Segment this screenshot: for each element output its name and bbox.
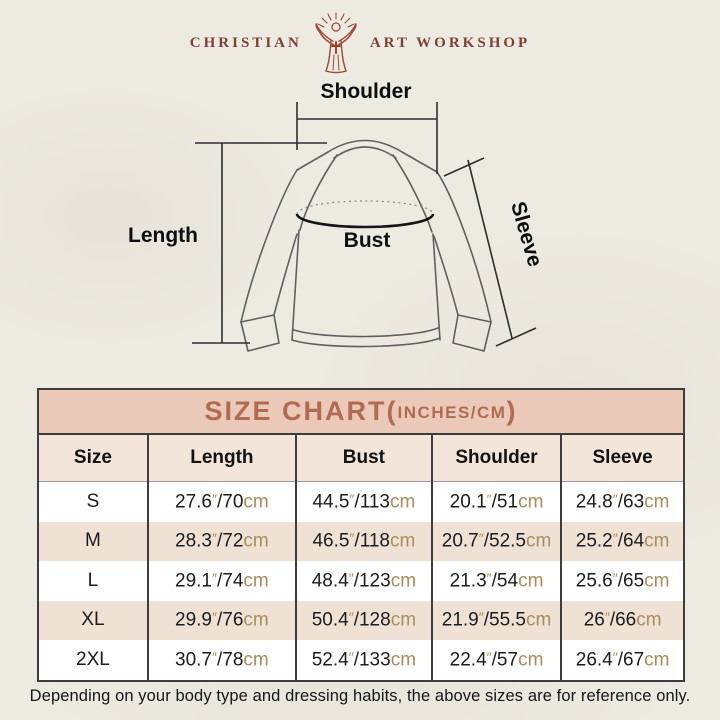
inch-mark: ″ bbox=[478, 609, 484, 626]
shoulder-label: Shoulder bbox=[320, 80, 411, 103]
cm-unit: cm bbox=[389, 530, 416, 552]
table-row-m: M 28.3″/72cm 46.5″/118cm 20.7″/52.5cm 25… bbox=[39, 521, 683, 561]
cm-unit: cm bbox=[636, 609, 662, 631]
cm-unit: cm bbox=[243, 530, 269, 552]
cm-unit: cm bbox=[518, 569, 544, 591]
cell-length: 27.6″/70cm bbox=[146, 481, 296, 522]
cm-unit: cm bbox=[390, 609, 417, 631]
cm-unit: cm bbox=[644, 648, 670, 670]
cm-unit: cm bbox=[525, 530, 552, 552]
sweater-measurement-diagram: Shoulder Length Bust Sleeve bbox=[128, 80, 546, 352]
cell-shoulder: 21.9″/55.5cm bbox=[430, 600, 562, 640]
cm-unit: cm bbox=[243, 609, 269, 631]
size-chart-title-close: ) bbox=[506, 396, 518, 426]
size-chart-box: SIZE CHART(INCHES/CM) Size Length Bust S… bbox=[37, 388, 685, 682]
cell-shoulder: 20.7″/52.5cm bbox=[430, 521, 562, 561]
cell-shoulder: 20.1″/51cm bbox=[430, 481, 562, 522]
inch-mark: ″ bbox=[612, 569, 618, 586]
cell-length: 29.9″/76cm bbox=[146, 600, 296, 640]
inch-mark: ″ bbox=[348, 609, 354, 626]
size-chart-table: Size Length Bust Shoulder Sleeve S 27.6″… bbox=[39, 435, 683, 680]
cell-bust: 50.4″/128cm bbox=[294, 600, 432, 640]
cell-size: 2XL bbox=[76, 648, 110, 670]
col-header-shoulder: Shoulder bbox=[430, 435, 562, 482]
header-row: Size Length Bust Shoulder Sleeve bbox=[39, 435, 683, 482]
cm-unit: cm bbox=[644, 490, 670, 512]
cm-unit: cm bbox=[243, 490, 269, 512]
cell-size: S bbox=[86, 490, 100, 512]
bust-label: Bust bbox=[344, 229, 391, 252]
inch-mark: ″ bbox=[486, 569, 492, 586]
cell-size: L bbox=[87, 569, 99, 591]
cm-unit: cm bbox=[390, 648, 417, 670]
cell-length: 28.3″/72cm bbox=[146, 521, 296, 561]
cell-bust: 52.4″/133cm bbox=[294, 640, 432, 680]
cell-sleeve: 25.2″/64cm bbox=[560, 521, 683, 561]
inch-mark: ″ bbox=[478, 530, 484, 547]
bust-line-back bbox=[296, 200, 434, 215]
inch-mark: ″ bbox=[212, 490, 217, 507]
cell-sleeve: 26.4″/67cm bbox=[560, 640, 683, 680]
cell-size: XL bbox=[81, 609, 105, 631]
cell-bust: 44.5″/113cm bbox=[294, 481, 432, 522]
cell-sleeve: 26″/66cm bbox=[560, 600, 683, 640]
brand-text-left: CHRISTIAN bbox=[189, 34, 302, 51]
col-header-size: Size bbox=[39, 435, 148, 482]
inch-mark: ″ bbox=[212, 609, 217, 626]
col-header-length: Length bbox=[146, 435, 296, 482]
inch-mark: ″ bbox=[349, 490, 355, 507]
col-header-bust: Bust bbox=[294, 435, 432, 482]
inch-mark: ″ bbox=[348, 648, 354, 665]
col-header-sleeve: Sleeve bbox=[560, 435, 683, 482]
inch-mark: ″ bbox=[486, 648, 492, 665]
cm-unit: cm bbox=[243, 569, 269, 591]
cm-unit: cm bbox=[525, 609, 552, 631]
reference-note: Depending on your body type and dressing… bbox=[29, 687, 691, 705]
cell-shoulder: 21.3″/54cm bbox=[430, 561, 562, 601]
inch-mark: ″ bbox=[612, 648, 618, 665]
inch-mark: ″ bbox=[612, 530, 618, 547]
cm-unit: cm bbox=[389, 490, 416, 512]
cm-unit: cm bbox=[390, 569, 417, 591]
cm-unit: cm bbox=[518, 490, 544, 512]
table-row-l: L 29.1″/74cm 48.4″/123cm 21.3″/54cm 25.6… bbox=[39, 561, 683, 601]
length-label: Length bbox=[128, 224, 198, 247]
cell-size: M bbox=[85, 530, 101, 552]
cell-shoulder: 22.4″/57cm bbox=[430, 640, 562, 680]
dimension-lines bbox=[192, 102, 537, 347]
inch-mark: ″ bbox=[212, 648, 217, 665]
inch-mark: ″ bbox=[348, 569, 354, 586]
cell-sleeve: 25.6″/65cm bbox=[560, 561, 683, 601]
cell-length: 29.1″/74cm bbox=[146, 561, 296, 601]
cell-bust: 48.4″/123cm bbox=[294, 561, 432, 601]
inch-mark: ″ bbox=[212, 569, 217, 586]
size-chart-title-units: INCHES/CM bbox=[397, 403, 507, 422]
table-row-s: S 27.6″/70cm 44.5″/113cm 20.1″/51cm 24.8… bbox=[39, 481, 683, 522]
bust-line bbox=[295, 213, 435, 229]
risen-jesus-icon bbox=[315, 12, 357, 74]
inch-mark: ″ bbox=[604, 609, 610, 626]
inch-mark: ″ bbox=[212, 530, 217, 547]
inch-mark: ″ bbox=[486, 490, 492, 507]
size-chart-title-band: SIZE CHART(INCHES/CM) bbox=[39, 390, 683, 435]
table-row-2xl: 2XL 30.7″/78cm 52.4″/133cm 22.4″/57cm 26… bbox=[39, 640, 683, 680]
size-chart-title: SIZE CHART( bbox=[204, 396, 398, 426]
brand-logo: CHRISTIAN bbox=[0, 8, 720, 78]
brand-text-right: ART WORKSHOP bbox=[369, 34, 531, 51]
cm-unit: cm bbox=[243, 648, 269, 670]
cell-sleeve: 24.8″/63cm bbox=[560, 481, 683, 522]
cm-unit: cm bbox=[644, 530, 670, 552]
cell-length: 30.7″/78cm bbox=[146, 640, 296, 680]
cm-unit: cm bbox=[518, 648, 544, 670]
cell-bust: 46.5″/118cm bbox=[294, 521, 432, 561]
inch-mark: ″ bbox=[349, 530, 355, 547]
inch-mark: ″ bbox=[612, 490, 618, 507]
sweater-outline bbox=[240, 139, 492, 352]
sleeve-label: Sleeve bbox=[506, 199, 546, 269]
table-row-xl: XL 29.9″/76cm 50.4″/128cm 21.9″/55.5cm 2… bbox=[39, 600, 683, 640]
cm-unit: cm bbox=[644, 569, 670, 591]
